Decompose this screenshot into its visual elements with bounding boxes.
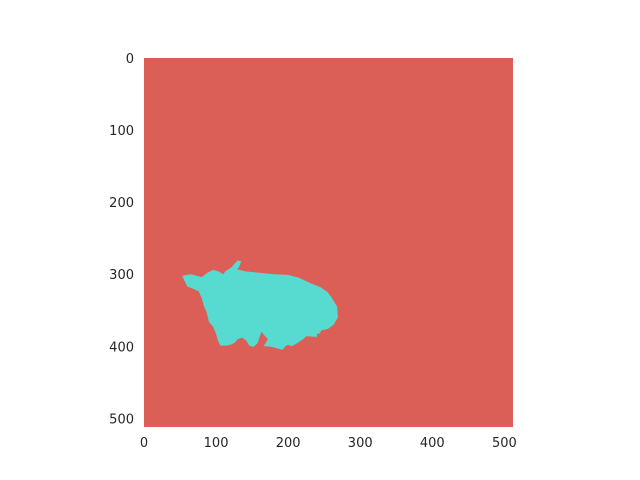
y-tick-label: 500 (109, 412, 134, 427)
background-class-area (144, 58, 513, 427)
x-axis: 0 100 200 300 400 500 (140, 436, 517, 451)
y-tick-label: 100 (109, 124, 134, 139)
foreground-mask-region (182, 260, 338, 350)
y-tick-label: 300 (109, 268, 134, 283)
x-tick-label: 200 (276, 436, 301, 451)
x-tick-label: 300 (348, 436, 373, 451)
y-tick-label: 0 (126, 52, 134, 67)
x-tick-label: 100 (204, 436, 229, 451)
x-tick-label: 400 (420, 436, 445, 451)
x-tick-label: 500 (492, 436, 517, 451)
y-axis: 0 100 200 300 400 500 (109, 52, 134, 427)
y-tick-label: 200 (109, 196, 134, 211)
y-tick-label: 400 (109, 340, 134, 355)
x-tick-label: 0 (140, 436, 148, 451)
